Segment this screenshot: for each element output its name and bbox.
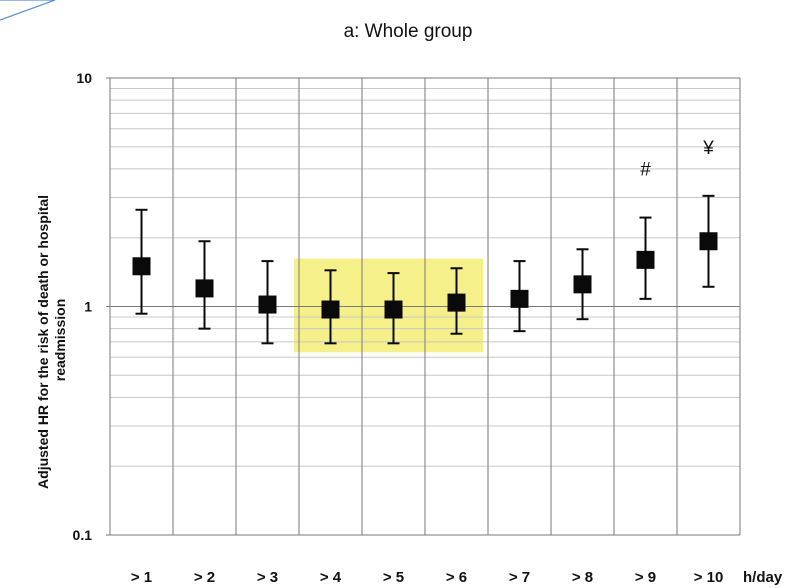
x-tick-label: > 8 [572, 569, 593, 586]
y-axis-label: Adjusted HR for the risk of death or hos… [35, 191, 68, 489]
y-tick-label: 1 [84, 299, 92, 315]
hr-marker [699, 232, 718, 251]
y-tick-label: 0.1 [73, 527, 93, 543]
x-tick-label: > 3 [257, 569, 278, 586]
hr-marker [384, 300, 403, 319]
x-tick-label: > 5 [383, 569, 404, 586]
hr-marker [321, 300, 340, 319]
hr-marker [195, 279, 214, 298]
y-axis-label-line-2: readmission [52, 299, 68, 381]
significance-annotation: # [640, 160, 651, 181]
hr-marker [636, 250, 655, 269]
x-unit-label: h/day [743, 569, 783, 586]
chart-title: a: Whole group [344, 21, 473, 42]
hr-marker [258, 295, 277, 314]
significance-annotation: ¥ [702, 138, 714, 159]
hr-marker [447, 293, 466, 312]
hr-marker [573, 275, 592, 294]
x-tick-label: > 2 [194, 569, 215, 586]
corner-accent-shape [0, 0, 56, 21]
x-tick-label: > 6 [446, 569, 467, 586]
x-tick-label: > 4 [320, 569, 342, 586]
y-tick-label: 10 [76, 70, 92, 86]
y-axis-label-line-1: Adjusted HR for the risk of death or hos… [35, 195, 51, 489]
hr-marker [510, 289, 529, 308]
x-tick-label: > 10 [694, 569, 724, 586]
plot-area: 0.1 1 10 > 1 > 2 > 3 > 4 > 5 > 6 > 7 > 8 > 9 > 10 # ¥ [73, 70, 741, 586]
hr-marker [132, 257, 151, 276]
x-tick-label: > 1 [131, 569, 152, 586]
x-tick-label: > 7 [509, 569, 530, 586]
x-tick-label: > 9 [635, 569, 656, 586]
